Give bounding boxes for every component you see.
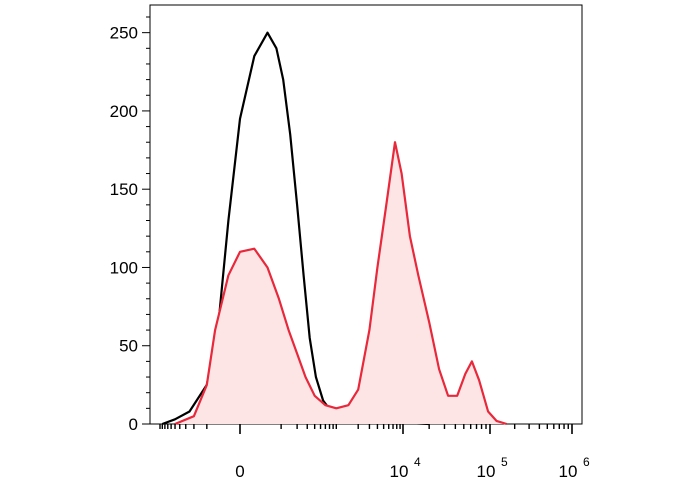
svg-text:10: 10 (390, 462, 409, 481)
series-1-fill (175, 142, 507, 424)
svg-text:6: 6 (583, 455, 590, 469)
y-tick-label: 0 (129, 415, 138, 434)
y-axis: 0 50 100 150 200 250 (110, 16, 150, 434)
y-tick-label: 150 (110, 180, 138, 199)
series-1-line (174, 141, 508, 426)
y-tick-label: 50 (119, 337, 138, 356)
y-tick-label: 250 (110, 24, 138, 43)
x-axis: 0 10 4 10 5 10 6 (159, 424, 590, 481)
y-tick-label: 100 (110, 258, 138, 277)
y-tick-label: 200 (110, 102, 138, 121)
x-tick-label: 10 6 (559, 455, 590, 481)
series-layer (161, 31, 508, 426)
svg-text:0: 0 (235, 462, 244, 481)
svg-text:5: 5 (501, 455, 508, 469)
svg-text:10: 10 (477, 462, 496, 481)
x-tick-label: 10 4 (390, 455, 421, 481)
svg-text:4: 4 (414, 455, 421, 469)
svg-text:10: 10 (559, 462, 578, 481)
x-tick-label: 10 5 (477, 455, 508, 481)
x-tick-label: 0 (235, 462, 244, 481)
